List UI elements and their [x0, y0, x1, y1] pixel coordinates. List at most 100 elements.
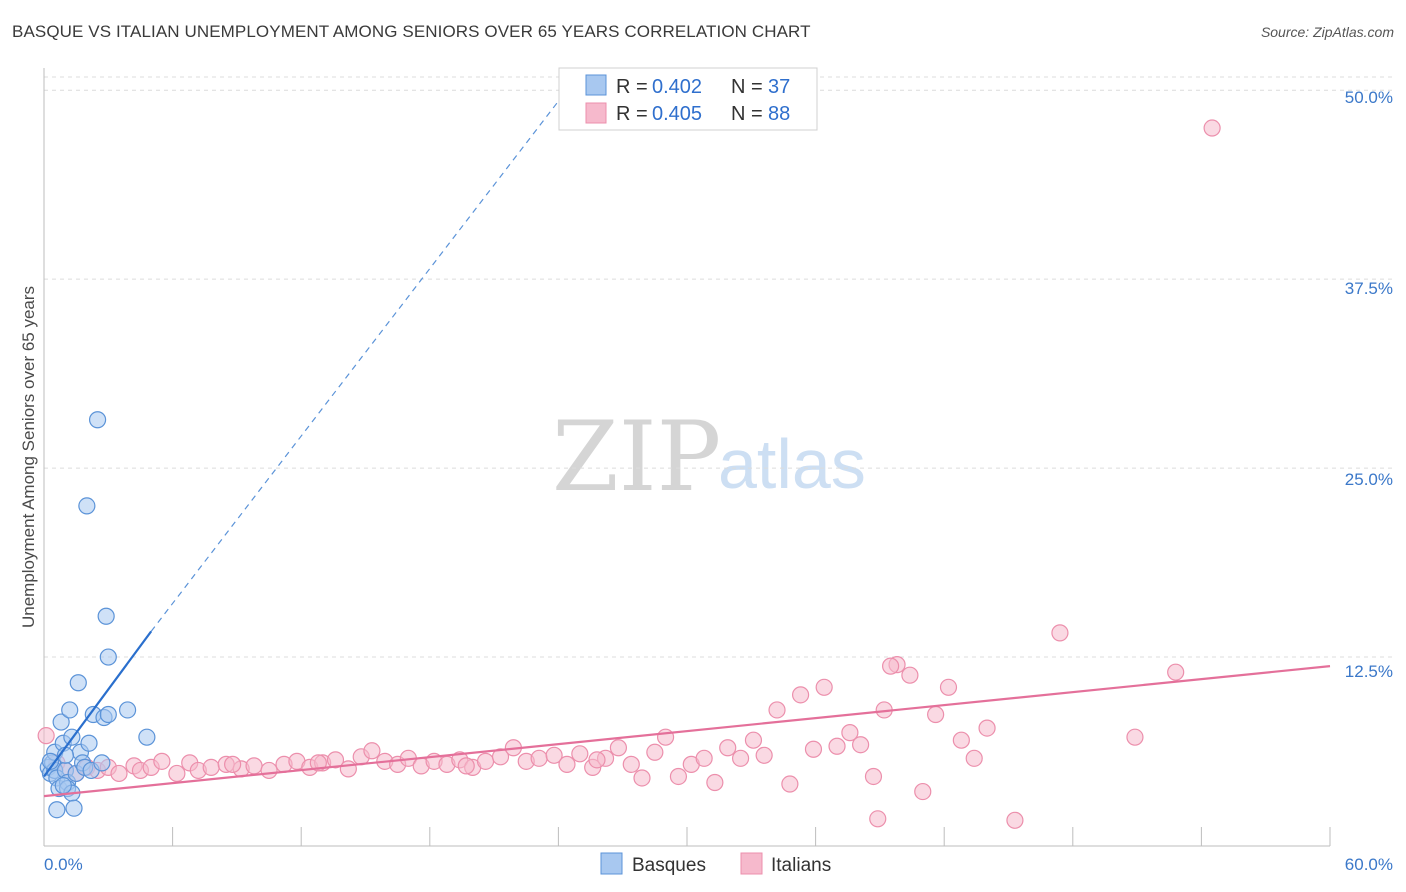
italian-point-65 [841, 724, 859, 742]
italian-point-84 [588, 751, 606, 769]
basque-point-7 [52, 713, 70, 731]
italian-point-81 [1167, 663, 1185, 681]
legend-italian-n-label: N = [731, 103, 763, 125]
italian-point-54 [706, 773, 724, 792]
italian-point-61 [791, 686, 810, 704]
y-tick-label-25: 25.0% [1345, 470, 1393, 489]
italian-trend-line [43, 665, 1331, 798]
basque-point-36 [54, 776, 72, 795]
italian-point-62 [804, 740, 823, 758]
italian-point-48 [633, 769, 651, 787]
gridlines [44, 76, 1393, 658]
y-tick-label-50: 50.0% [1345, 88, 1393, 107]
x-axis-ticks [43, 827, 1331, 846]
italian-point-87 [224, 755, 242, 773]
italian-point-63 [815, 678, 833, 696]
basque-point-15 [65, 799, 83, 817]
italian-point-51 [669, 767, 688, 786]
italian-point-80 [1126, 728, 1144, 746]
legend-basque-n-value: 37 [768, 76, 790, 98]
correlation-legend: R = 0.402 N = 37 R = 0.405 N = 88 [558, 67, 818, 131]
italian-point-73 [927, 705, 945, 724]
series-legend: Basques Italians [600, 852, 831, 876]
italian-point-70 [882, 657, 900, 675]
italian-point-27 [363, 742, 381, 760]
italian-point-75 [939, 678, 958, 696]
italian-point-85 [457, 757, 475, 775]
italian-point-83 [952, 731, 970, 749]
source-label: Source: ZipAtlas.com [1260, 24, 1394, 40]
italian-point-74 [869, 810, 887, 828]
y-tick-label-12-5: 12.5% [1345, 662, 1393, 681]
bottom-legend-italians: Italians [771, 855, 831, 876]
bottom-legend-basque-swatch [600, 852, 623, 875]
italian-point-64 [828, 737, 846, 755]
legend-basque-n-label: N = [731, 76, 763, 98]
legend-basque-r-label: R = [616, 76, 648, 98]
watermark-atlas: atlas [718, 425, 866, 503]
italian-point-24 [326, 751, 345, 769]
italian-point-76 [965, 749, 983, 767]
y-axis-label: Unemployment Among Seniors over 65 years [19, 286, 38, 628]
legend-italian-n-value: 88 [768, 103, 790, 125]
italian-point-15 [202, 758, 220, 777]
italian-point-18 [245, 757, 263, 775]
italian-point-59 [768, 701, 786, 719]
italian-point-67 [864, 767, 883, 786]
basque-trend-line [43, 630, 153, 778]
basque-point-28 [99, 648, 117, 666]
italian-point-86 [309, 754, 327, 772]
italian-point-78 [1006, 811, 1024, 829]
italian-point-12 [168, 764, 186, 783]
italian-point-40 [530, 749, 548, 767]
trend-lines [43, 86, 1331, 798]
basque-point-29 [99, 705, 117, 724]
x-tick-label-max: 60.0% [1345, 855, 1393, 874]
italian-point-25 [339, 760, 357, 778]
italian-point-79 [1051, 624, 1069, 642]
basque-point-25 [88, 411, 107, 429]
italian-point-43 [571, 745, 589, 763]
basque-point-31 [138, 728, 156, 746]
italian-point-37 [491, 748, 510, 766]
italian-point-58 [755, 746, 773, 764]
italian-point-55 [719, 739, 737, 757]
italian-point-11 [153, 752, 171, 770]
basque-trend-extension [150, 86, 570, 632]
legend-italian-r-label: R = [616, 103, 648, 125]
italian-point-56 [731, 749, 750, 767]
basque-point-34 [118, 701, 137, 719]
italian-point-82 [1203, 119, 1221, 137]
basque-point-26 [93, 754, 111, 772]
basque-point-21 [78, 497, 96, 515]
bottom-legend-basques: Basques [632, 855, 706, 876]
italian-point-46 [609, 739, 628, 757]
italian-point-0 [37, 727, 55, 745]
legend-basque-swatch [585, 74, 607, 96]
italian-point-53 [695, 749, 713, 767]
italian-point-57 [744, 731, 763, 749]
italian-point-19 [260, 761, 278, 780]
legend-italian-swatch [585, 102, 607, 124]
italian-point-41 [545, 746, 563, 764]
chart-title: BASQUE VS ITALIAN UNEMPLOYMENT AMONG SEN… [12, 22, 811, 41]
italian-point-71 [901, 666, 919, 684]
bottom-legend-italian-swatch [740, 852, 763, 875]
y-tick-label-37-5: 37.5% [1345, 279, 1393, 298]
italian-point-7 [110, 764, 128, 783]
italian-point-47 [622, 755, 640, 773]
basque-point-30 [97, 607, 115, 625]
x-tick-label-min: 0.0% [44, 855, 83, 874]
italian-point-66 [852, 736, 870, 754]
basque-point-12 [61, 701, 79, 719]
italian-point-77 [978, 719, 996, 737]
italian-point-42 [558, 755, 576, 773]
watermark-zip: ZIP [552, 401, 721, 513]
italian-point-36 [476, 752, 495, 770]
basque-point-32 [48, 801, 66, 819]
legend-basque-r-value: 0.402 [652, 76, 702, 98]
italian-point-60 [781, 775, 799, 793]
basque-point-22 [80, 734, 98, 752]
italian-point-72 [914, 782, 932, 801]
